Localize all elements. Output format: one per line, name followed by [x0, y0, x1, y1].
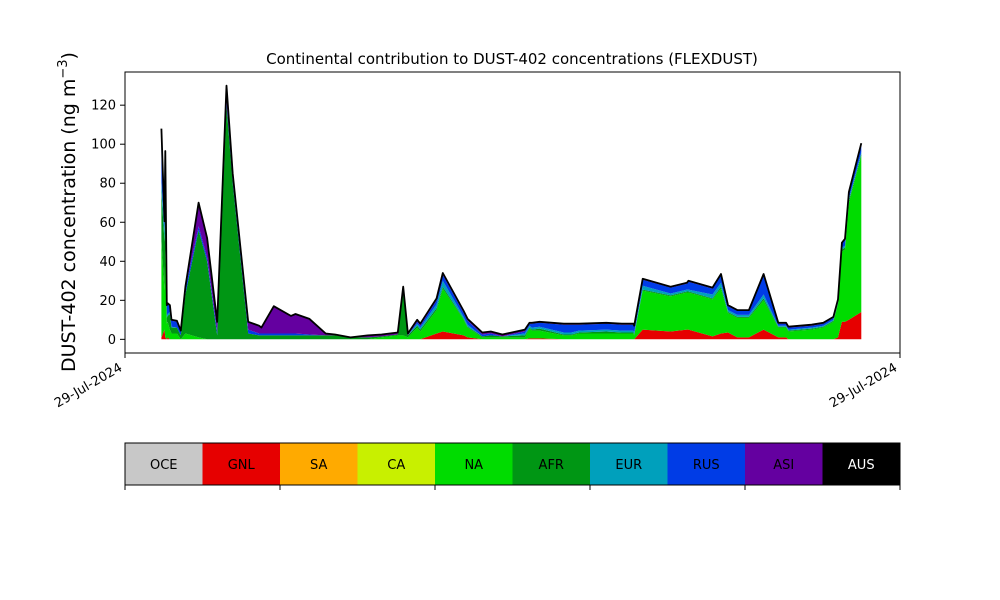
area-gnl: [161, 312, 862, 340]
y-axis-label-close: ): [58, 52, 80, 59]
y-axis-label-exponent: −3: [56, 59, 71, 78]
legend-swatch-eur: [590, 443, 668, 485]
legend-label-ca: CA: [387, 458, 405, 473]
legend-frame: [124, 442, 901, 486]
legend-swatch-na: [435, 443, 513, 485]
area-na: [161, 155, 862, 340]
chart-title: Continental contribution to DUST-402 con…: [266, 50, 758, 68]
legend-label-eur: EUR: [615, 458, 642, 473]
legend-swatch-gnl: [202, 443, 281, 485]
y-tick-label: 20: [99, 294, 116, 309]
plot-frame: [124, 71, 901, 354]
total-line: [160, 84, 863, 339]
area-afr: [161, 105, 862, 340]
legend-label-aus: AUS: [848, 458, 875, 473]
legend-label-asi: ASI: [773, 458, 794, 473]
y-axis-ticks: 0 20 40 60 80 100 120: [91, 99, 125, 348]
y-tick-label: 80: [99, 177, 116, 192]
legend-label-gnl: GNL: [228, 458, 256, 473]
y-axis-label-text: DUST-402 concentration (ng m: [58, 79, 80, 372]
y-tick-label: 0: [108, 333, 116, 348]
y-axis-label: DUST-402 concentration (ng m−3): [56, 52, 80, 372]
y-tick-label: 120: [91, 99, 116, 114]
legend-label-oce: OCE: [150, 458, 178, 473]
legend-label-sa: SA: [310, 458, 327, 473]
legend-swatch-oce: [125, 443, 203, 485]
legend-label-rus: RUS: [693, 458, 720, 473]
legend-swatch-asi: [745, 443, 823, 485]
y-tick-label: 60: [99, 216, 116, 231]
legend-swatch-aus: [822, 443, 901, 485]
stacked-areas: [161, 85, 862, 340]
legend-label-afr: AFR: [539, 458, 564, 473]
legend-swatch-rus: [667, 443, 746, 485]
legend-swatch-sa: [280, 443, 358, 485]
y-tick-label: 100: [91, 138, 116, 153]
legend-colorbar: OCE GNL SA CA NA AFR EUR RUS ASI AUS: [124, 442, 901, 490]
legend-swatch-afr: [512, 443, 591, 485]
y-tick-label: 40: [99, 255, 116, 270]
legend-label-na: NA: [464, 458, 483, 473]
legend-swatch-ca: [357, 443, 436, 485]
